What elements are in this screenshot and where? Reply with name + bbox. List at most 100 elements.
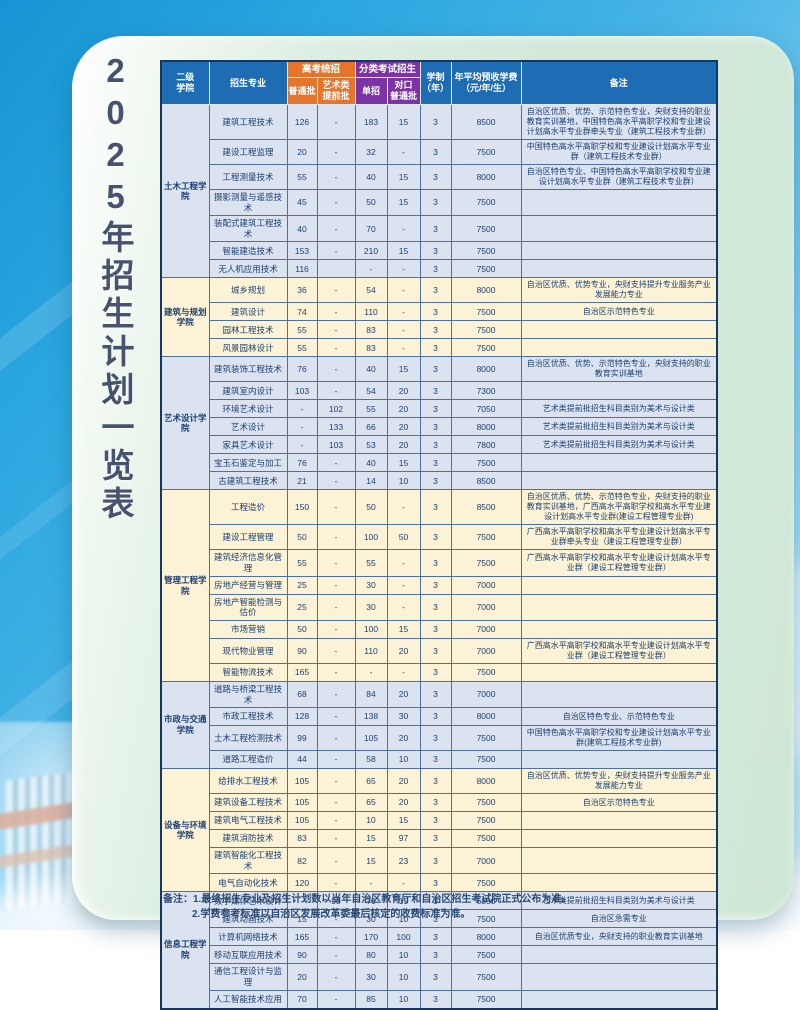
yishu-cell: - xyxy=(316,338,356,358)
table-row: 环境艺术设计 -102 55 20 3 7050 艺术类提前批招生科目类别为美术与设计类 xyxy=(161,399,718,419)
fee-cell: 8000 xyxy=(450,356,522,383)
putong-cell: 76 xyxy=(286,356,318,383)
major-cell: 市场营销 xyxy=(208,619,288,639)
putong-cell: 45 xyxy=(286,188,318,217)
table-row: 智能物流技术 165- - -3 7500 xyxy=(161,662,718,682)
remark-cell xyxy=(520,873,718,893)
years-cell: 3 xyxy=(419,619,452,639)
yishu-cell: - xyxy=(316,619,356,639)
major-cell: 市政工程技术 xyxy=(208,707,288,727)
fee-cell: 7500 xyxy=(450,909,522,929)
danzhao-cell: 85 xyxy=(354,989,388,1010)
fee-cell: 7500 xyxy=(450,241,522,261)
duikou-cell: 10 xyxy=(386,945,421,965)
remark-cell: 自治区优质、优势专业，央财支持提升专业服务产业发展能力专业 xyxy=(520,277,718,304)
fee-cell: 7300 xyxy=(450,381,522,401)
years-cell: 3 xyxy=(419,725,452,752)
fee-cell: 7500 xyxy=(450,873,522,893)
major-cell: 现代物业管理 xyxy=(208,637,288,664)
duikou-cell: - xyxy=(386,489,421,526)
table-row: 装配式建筑工程技术 40-70-3 7500 xyxy=(161,215,718,243)
danzhao-cell: 30 xyxy=(354,593,388,621)
fee-cell: 7500 xyxy=(450,524,522,551)
yishu-cell: - xyxy=(316,768,356,795)
yishu-cell: - xyxy=(316,356,356,383)
major-cell: 土木工程检测技术 xyxy=(208,725,288,752)
fee-cell: 8000 xyxy=(450,163,522,190)
major-cell: 建筑设计 xyxy=(208,302,288,322)
yishu-cell: - xyxy=(316,637,356,664)
fee-cell: 7500 xyxy=(450,750,522,770)
major-cell: 建设工程监理 xyxy=(208,138,288,165)
remark-cell: 艺术类提前批招生科目类别为美术与设计类 xyxy=(520,399,718,419)
putong-cell: 150 xyxy=(286,489,318,526)
years-cell: 3 xyxy=(419,793,452,813)
fee-cell: 7500 xyxy=(450,338,522,358)
years-cell: 3 xyxy=(419,435,452,455)
remark-cell xyxy=(520,259,718,279)
table-row: 智能建造技术 153-210 15 3 7500 xyxy=(161,241,718,261)
years-cell: 3 xyxy=(419,593,452,621)
danzhao-cell: 55 xyxy=(354,549,388,577)
remark-cell xyxy=(520,453,718,473)
table-row: 建筑电气工程技术 105-10 15 3 7500 xyxy=(161,811,718,831)
yishu-cell: 102 xyxy=(316,399,356,419)
major-cell: 建筑动画技术 xyxy=(208,909,288,929)
putong-cell: 105 xyxy=(286,793,318,813)
duikou-cell: 15 xyxy=(386,811,421,831)
danzhao-cell: 65 xyxy=(354,793,388,813)
danzhao-cell: 30 xyxy=(354,575,388,595)
major-cell: 人工智能技术应用 xyxy=(208,989,288,1010)
danzhao-cell: 84 xyxy=(354,680,388,709)
fee-cell: 7500 xyxy=(450,793,522,813)
fee-cell: 7500 xyxy=(450,215,522,243)
header-danzhao: 单招 xyxy=(354,77,388,105)
putong-cell: 105 xyxy=(286,768,318,795)
fee-cell: 7500 xyxy=(450,320,522,340)
duikou-cell: 30 xyxy=(386,707,421,727)
remark-cell: 自治区优质、优势专业，央财支持提升专业服务产业发展能力专业 xyxy=(520,768,718,795)
danzhao-cell: 105 xyxy=(354,725,388,752)
table-row: 艺术设计学院 建筑装饰工程技术 76-40 15 3 8000 自治区优质、优势、示范特色专… xyxy=(160,356,718,491)
major-cell: 智能建造技术 xyxy=(208,241,288,261)
years-cell: 3 xyxy=(419,188,452,217)
remark-cell xyxy=(520,320,718,340)
putong-cell: 116 xyxy=(286,259,318,279)
putong-cell: 165 xyxy=(286,927,318,947)
remark-cell: 中国特色高水平高职学校和专业建设计划高水平专业群（建筑工程技术专业群） xyxy=(520,138,718,165)
table-row: 设备与环境学院 给排水工程技术 105-65 20 3 8000 自治区优质、优势专业，央财… xyxy=(160,768,718,893)
table-row: 建筑与规划学院 城乡规划 36-54-3 8000 自治区优质、优势专业，央财支持提升专… xyxy=(160,277,718,358)
remark-cell xyxy=(520,829,718,849)
college-cell: 土木工程学院 xyxy=(160,103,210,279)
putong-cell: 25 xyxy=(286,575,318,595)
duikou-cell: 20 xyxy=(386,725,421,752)
putong-cell: 153 xyxy=(286,241,318,261)
enrollment-table: 二级 学院 招生专业 高考统招 分类考试招生 学制 （年） 年平均预收学费 （元… xyxy=(160,60,720,1010)
yishu-cell: - xyxy=(316,138,356,165)
years-cell: 3 xyxy=(419,707,452,727)
major-cell: 建筑经济信息化管理 xyxy=(208,549,288,577)
table-row: 电气自动化技术 120- - -3 7500 xyxy=(161,873,718,893)
fee-cell: 7000 xyxy=(450,593,522,621)
danzhao-cell: 50 xyxy=(354,489,388,526)
major-cell: 建筑室内设计 xyxy=(208,381,288,401)
major-cell: 建设工程管理 xyxy=(208,524,288,551)
table-row: 无人机应用技术 116- -3 7500 xyxy=(161,259,718,279)
table-row: 建筑消防技术 83-15 97 3 7500 xyxy=(161,829,718,849)
fee-cell: 7500 xyxy=(450,453,522,473)
danzhao-cell: 30 xyxy=(354,909,388,929)
table-row: 建筑设计 74-110-3 7500 自治区示范特色专业 xyxy=(161,302,718,322)
danzhao-cell: 14 xyxy=(354,471,388,491)
yishu-cell: - xyxy=(316,680,356,709)
yishu-cell: - xyxy=(316,471,356,491)
years-cell: 3 xyxy=(419,829,452,849)
major-cell: 建筑消防技术 xyxy=(208,829,288,849)
major-cell: 艺术设计 xyxy=(208,417,288,437)
fee-cell: 8000 xyxy=(450,277,522,304)
major-cell: 无人机应用技术 xyxy=(208,259,288,279)
yishu-cell: - xyxy=(316,725,356,752)
years-cell: 3 xyxy=(419,215,452,243)
header-major: 招生专业 xyxy=(208,60,288,105)
putong-cell: 68 xyxy=(286,680,318,709)
yishu-cell: - xyxy=(316,963,356,991)
